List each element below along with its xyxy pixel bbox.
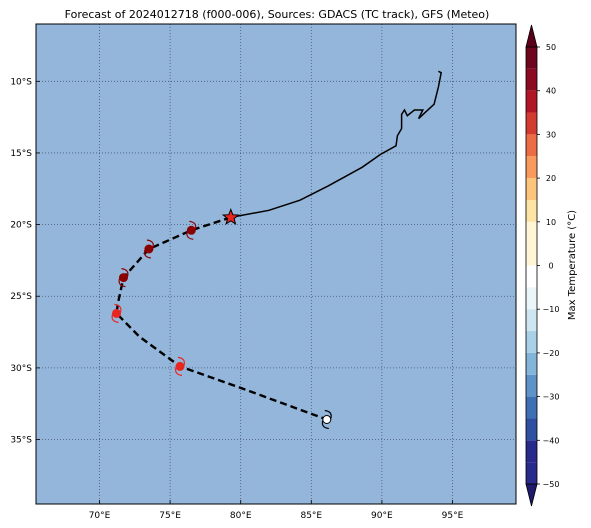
cyclone-symbol-icon	[143, 239, 154, 259]
cyclone-core	[322, 415, 332, 424]
colorbar-band	[526, 331, 537, 353]
colorbar-band	[526, 396, 537, 419]
chart-title: Forecast of 2024012718 (f000-006), Sourc…	[65, 8, 490, 21]
cyclone-arm	[143, 249, 151, 259]
latitude-ticks: 10°S 15°S 20°S 25°S 30°S 35°S	[10, 77, 40, 446]
colorbar-tick-label: 20	[546, 174, 556, 183]
current-position-star-icon	[221, 207, 240, 226]
storm-tracks	[115, 70, 443, 421]
lat-tick-label: 35°S	[10, 436, 32, 446]
cyclone-symbol-icon	[321, 409, 332, 430]
cyclone-arm	[186, 231, 194, 240]
colorbar-band	[526, 221, 537, 244]
lon-tick-label: 70°E	[89, 511, 111, 521]
cyclone-core	[112, 308, 121, 318]
star-shape	[221, 207, 240, 226]
colorbar-label: Max Temperature (°C)	[567, 210, 578, 320]
cyclone-symbol-icon	[111, 303, 122, 323]
colorbar-tick-label: 30	[546, 130, 556, 139]
cyclone-arm	[189, 220, 197, 230]
lat-tick-label: 20°S	[10, 221, 32, 231]
colorbar-band	[526, 156, 537, 179]
cyclone-arm	[321, 420, 329, 430]
cyclone-symbol-icon	[118, 268, 129, 288]
map-frame	[35, 23, 517, 505]
colorbar-tick-label: 50	[546, 43, 556, 52]
cyclone-arm	[118, 278, 126, 288]
colorbar-band	[526, 265, 537, 288]
colorbar-tick-label: −40	[543, 436, 560, 445]
colorbar-tick-label: −10	[543, 305, 560, 314]
longitude-ticks: 70°E 75°E 80°E 85°E 90°E 95°E	[89, 500, 464, 521]
cyclone-arm	[114, 303, 122, 313]
colorbar-extend-max	[525, 24, 538, 48]
cyclone-symbol-icon	[186, 220, 197, 240]
colorbar-ticks: −50 −40 −30 −20 −10 0 10 20 30 40 50	[537, 43, 559, 489]
lon-tick-label: 80°E	[230, 511, 252, 521]
lon-tick-label: 90°E	[371, 511, 393, 521]
lon-tick-label: 85°E	[300, 511, 322, 521]
colorbar-band	[526, 134, 537, 157]
observed-track-line	[230, 70, 443, 219]
lat-tick-label: 30°S	[10, 364, 32, 374]
cyclone-arm	[146, 239, 154, 249]
cyclone-arm	[324, 409, 332, 419]
colorbar-band	[526, 112, 537, 135]
colorbar-band	[526, 243, 537, 266]
colorbar-band	[526, 309, 537, 332]
cyclone-core	[175, 361, 185, 371]
cyclone-arm	[111, 314, 119, 323]
colorbar-tick-label: 0	[548, 262, 553, 271]
lat-tick-label: 15°S	[10, 149, 32, 159]
ocean-background	[36, 24, 516, 504]
colorbar-band	[526, 47, 537, 69]
cyclone-core	[144, 244, 154, 254]
colorbar-band	[526, 440, 537, 463]
colorbar-band	[526, 90, 537, 113]
cyclone-core	[186, 225, 196, 235]
colorbar-band	[526, 462, 537, 484]
colorbar-band	[526, 352, 537, 375]
cyclone-core	[119, 273, 128, 283]
colorbar-band	[526, 374, 537, 397]
colorbar-extend-min	[525, 483, 538, 507]
colorbar-tick-label: −20	[543, 349, 560, 358]
colorbar-band	[526, 68, 537, 91]
colorbar-tick-label: −50	[543, 480, 560, 489]
lon-tick-label: 95°E	[442, 511, 464, 521]
map-panel: 70°E 75°E 80°E 85°E 90°E 95°E 10°S 15°S 20°S 25°…	[10, 23, 517, 521]
colorbar-band	[526, 178, 537, 200]
colorbar-tick-label: −30	[543, 393, 560, 402]
forecast-track-line	[115, 216, 328, 421]
colorbar-band	[526, 287, 537, 310]
cyclone-arm	[177, 356, 185, 366]
graticule	[36, 24, 516, 504]
cyclone-arm	[121, 268, 129, 277]
colorbar-tick-label: 10	[546, 218, 556, 227]
lon-tick-label: 75°E	[159, 511, 181, 521]
colorbar-tick-label: 40	[546, 87, 556, 96]
cyclone-arm	[175, 367, 183, 376]
storm-symbols	[111, 220, 332, 430]
colorbar-band	[526, 418, 537, 441]
colorbar-band	[526, 199, 537, 222]
colorbar	[525, 24, 538, 507]
lat-tick-label: 10°S	[10, 77, 32, 87]
cyclone-symbol-icon	[175, 356, 185, 376]
lat-tick-label: 25°S	[10, 292, 32, 302]
